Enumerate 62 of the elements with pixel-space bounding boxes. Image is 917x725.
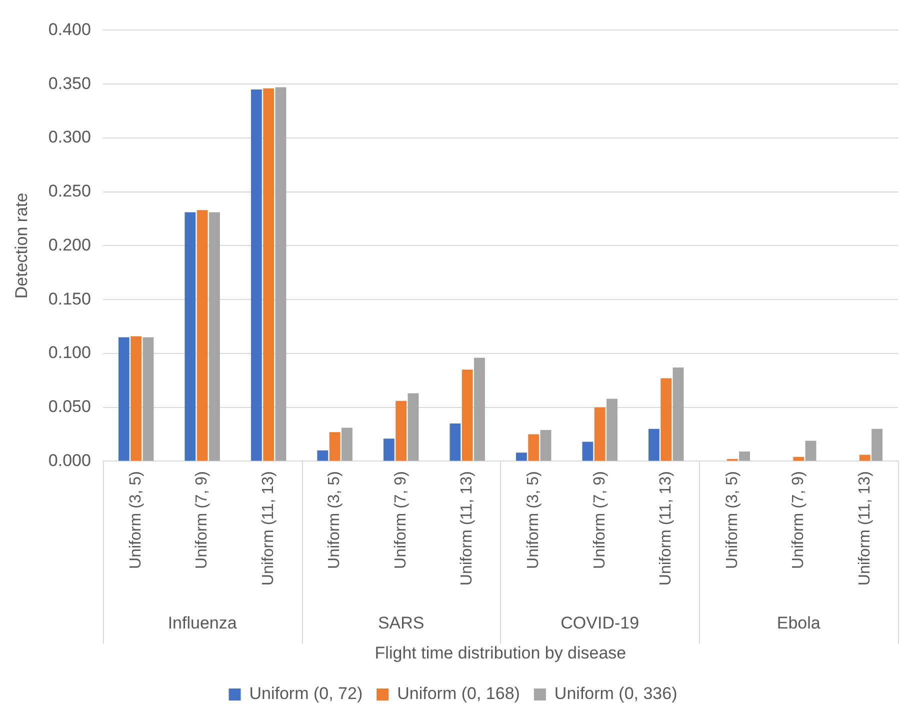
x-tick-label: Uniform (11, 13) (260, 471, 277, 586)
text: SARS (378, 613, 424, 632)
legend-label: Uniform (0, 336) (554, 684, 678, 704)
x-tick-label: Uniform (11, 13) (458, 471, 476, 586)
y-axis-title: Detection rate (12, 192, 31, 299)
x-tick-label: Uniform (11, 13) (856, 471, 874, 586)
x-tick-label: Uniform (11, 13) (658, 471, 675, 586)
bar (739, 451, 750, 461)
bar (342, 428, 352, 461)
text: Influenza (168, 613, 238, 632)
x-tick-label: Uniform (3, 5) (127, 471, 144, 569)
y-tick-label: 0.100 (48, 343, 91, 362)
x-tick-label: Uniform (3, 5) (326, 471, 344, 569)
bar (383, 438, 394, 461)
x-tick-label: Uniform (7, 9) (194, 471, 211, 569)
bar (118, 337, 130, 461)
bar (462, 370, 473, 461)
bar (672, 367, 684, 461)
y-tick-label: 0.050 (48, 397, 91, 416)
legend-label: Uniform (0, 168) (397, 684, 520, 704)
bar (582, 442, 594, 461)
bar (184, 212, 196, 461)
bar (130, 336, 142, 461)
bar (793, 456, 804, 461)
bar (516, 452, 527, 461)
bar (660, 378, 672, 461)
y-tick-label: 0.250 (48, 182, 91, 201)
y-tick-label: 0.350 (48, 74, 91, 93)
bar (606, 398, 618, 461)
y-tick-label: 0.300 (48, 128, 91, 147)
bar (528, 434, 540, 461)
y-tick-label: 0.000 (48, 450, 91, 470)
bar (196, 210, 208, 461)
x-tick-label: Uniform (7, 9) (591, 471, 608, 569)
y-tick-label: 0.200 (48, 235, 91, 254)
bar (805, 440, 816, 461)
legend-label: Uniform (0, 72) (249, 684, 363, 704)
bar (275, 87, 286, 461)
bar (263, 88, 274, 461)
bar (408, 393, 419, 461)
bar (250, 89, 262, 461)
bar (474, 358, 485, 461)
x-tick-label: Uniform (7, 9) (392, 471, 410, 569)
x-tick-label: Uniform (7, 9) (790, 471, 808, 569)
bar (209, 212, 220, 461)
bar (859, 454, 870, 461)
bar (329, 432, 340, 461)
bar (450, 423, 461, 461)
bar (317, 450, 328, 461)
y-tick-label: 0.400 (48, 20, 91, 39)
y-tick-label: 0.150 (48, 289, 91, 308)
bar (396, 400, 407, 461)
bar (142, 337, 154, 461)
bar (594, 407, 606, 461)
text: COVID-19 (560, 613, 640, 632)
x-axis-title: Flight time distribution by disease (374, 643, 626, 662)
x-tick-label: Uniform (3, 5) (724, 471, 741, 569)
bar (648, 428, 660, 461)
x-tick-label: Uniform (3, 5) (525, 471, 542, 569)
bar (872, 428, 882, 461)
text: Ebola (776, 613, 821, 632)
bar (540, 430, 552, 461)
